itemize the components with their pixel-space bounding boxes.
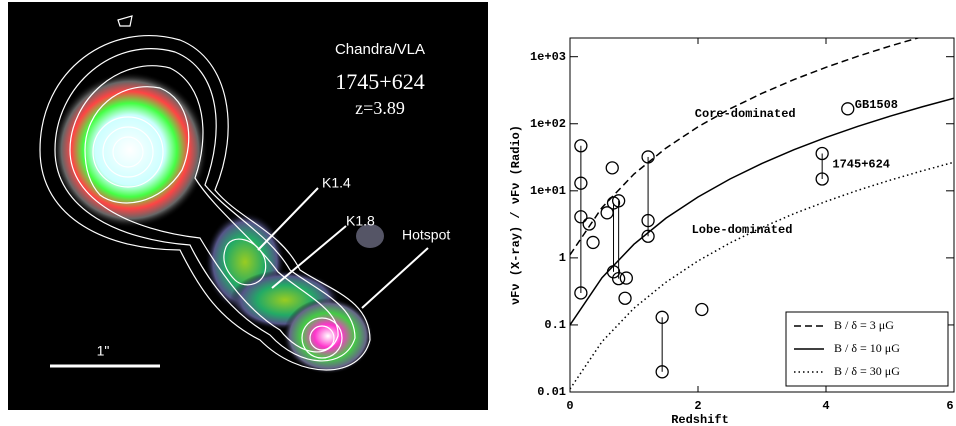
x-axis-label: Redshift bbox=[671, 413, 729, 426]
image-panel: Chandra/VLA 1745+624 z=3.89 K1.4 K1.8 Ho… bbox=[8, 2, 488, 410]
data-point bbox=[655, 310, 669, 324]
y-tick-label: 1e+01 bbox=[530, 184, 566, 198]
y-tick-label: 0.01 bbox=[537, 385, 566, 399]
model-curve bbox=[570, 161, 954, 390]
data-point bbox=[815, 172, 829, 186]
contours bbox=[39, 15, 371, 371]
data-point bbox=[641, 213, 655, 228]
annotation: Lobe-dominated bbox=[692, 223, 793, 237]
image-label: Hotspot bbox=[402, 227, 450, 243]
data-point bbox=[611, 272, 626, 286]
blob bbox=[356, 224, 384, 248]
image-label: K1.4 bbox=[322, 175, 351, 191]
y-tick-label: 0.1 bbox=[544, 318, 566, 332]
x-tick-label: 0 bbox=[566, 399, 573, 413]
data-point bbox=[600, 206, 614, 220]
x-tick-label: 4 bbox=[822, 399, 829, 413]
x-tick-label: 6 bbox=[946, 399, 953, 413]
y-tick-label: 1 bbox=[559, 251, 566, 265]
data-point bbox=[606, 265, 621, 279]
data-point bbox=[655, 365, 669, 379]
y-tick-label: 1e+02 bbox=[530, 117, 566, 131]
data-point bbox=[586, 235, 600, 250]
annotation: 1745+624 bbox=[832, 157, 890, 171]
image-label: 1" bbox=[97, 343, 110, 359]
data-point bbox=[695, 302, 709, 317]
data-point bbox=[841, 102, 855, 116]
data-point bbox=[574, 210, 588, 224]
data-point bbox=[574, 139, 588, 153]
data-point bbox=[574, 286, 588, 300]
hotspot-emission bbox=[283, 298, 373, 374]
x-tick-label: 2 bbox=[694, 399, 701, 413]
plot-frame bbox=[569, 37, 955, 393]
legend-label: B / δ = 3 μG bbox=[834, 318, 894, 332]
data-point bbox=[619, 271, 633, 285]
data-point bbox=[605, 161, 619, 175]
annotation: GB1508 bbox=[855, 98, 898, 112]
image-label: 1745+624 bbox=[335, 69, 424, 94]
annotation: Core-dominated bbox=[695, 107, 796, 121]
data-point bbox=[611, 194, 626, 208]
y-tick-label: 1e+03 bbox=[530, 50, 566, 64]
data-point bbox=[641, 229, 655, 243]
chart: Redshift νFν (X-ray) / νFν (Radio) 0 2 4 6 0… bbox=[509, 37, 955, 426]
model-curve bbox=[570, 38, 921, 256]
data-point bbox=[574, 176, 588, 190]
image-label: K1.8 bbox=[346, 213, 375, 229]
y-axis-label: νFν (X-ray) / νFν (Radio) bbox=[509, 125, 523, 305]
data-point bbox=[582, 217, 596, 231]
legend-label: B / δ = 30 μG bbox=[834, 364, 900, 378]
data-point bbox=[618, 291, 632, 305]
data-point bbox=[815, 146, 829, 161]
plot-area bbox=[570, 38, 954, 390]
image-label: z=3.89 bbox=[355, 98, 405, 118]
pointer-lines bbox=[257, 187, 429, 309]
model-curve bbox=[570, 97, 954, 326]
image-label: Chandra/VLA bbox=[335, 41, 425, 58]
data-point bbox=[641, 150, 655, 164]
core-emission bbox=[52, 72, 208, 228]
legend-label: B / δ = 10 μG bbox=[834, 341, 900, 355]
